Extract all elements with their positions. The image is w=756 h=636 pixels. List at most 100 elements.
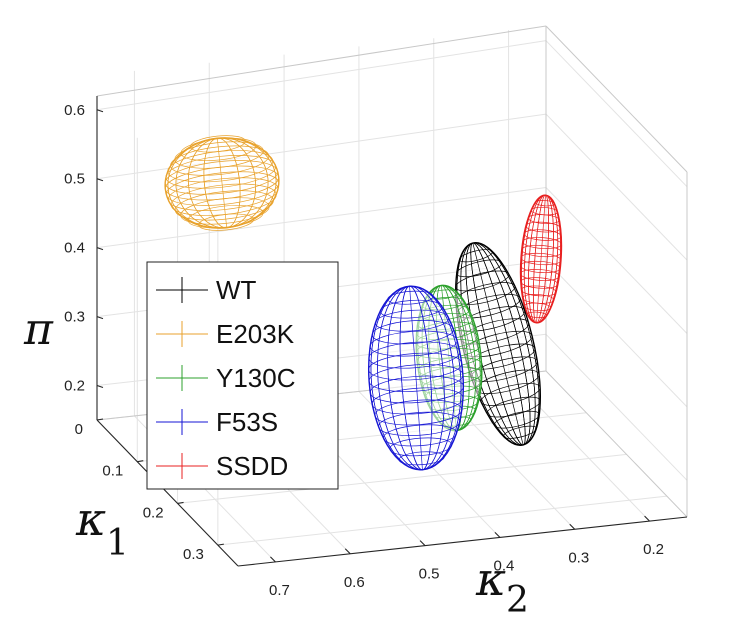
x-tick-mark (569, 523, 576, 530)
z-axis-label: π (23, 304, 54, 355)
legend: WT E203K Y130C F53S SSDD (146, 261, 339, 490)
y-tick-mark (96, 418, 104, 421)
wire-latitude (480, 383, 541, 406)
wire-latitude (523, 229, 562, 241)
tick-labels: 0.2 0.3 0.4 0.5 0.6 0 0.1 0.2 0.3 0.2 0.3 0.4 0.5 0.6… (64, 102, 664, 599)
ellipsoid-ssdd (519, 194, 563, 324)
y-tick-mark (217, 543, 224, 546)
wire-latitude (371, 387, 464, 415)
legend-label: SSDD (216, 451, 288, 481)
grid-line-y (217, 495, 667, 546)
ellipsoid-e203k (164, 135, 280, 231)
box-edge (545, 370, 688, 518)
x-tick-label: 0.7 (269, 582, 290, 599)
grid-line-z (96, 113, 547, 180)
legend-item-y130c: Y130C (156, 363, 296, 393)
wire-latitude (486, 396, 541, 418)
legend-item-f53s: F53S (156, 407, 278, 437)
wire-latitude (459, 249, 493, 263)
wire-latitude (379, 299, 443, 319)
legend-item-ssdd: SSDD (156, 451, 288, 481)
y-axis-line (96, 419, 239, 567)
wire-latitude (522, 237, 562, 249)
ellipsoid-f53s (367, 285, 465, 471)
z-axis-label-symbol: π (23, 304, 54, 355)
box-edge (545, 25, 688, 173)
wire-latitude (520, 252, 562, 266)
x-axis-label-symbol: κ (475, 552, 506, 606)
y-tick-label: 0.3 (183, 546, 204, 563)
z-tick-mark (96, 316, 104, 320)
y-tick-label: 0.2 (143, 504, 164, 521)
wire-latitude (520, 260, 561, 274)
wire-latitude (520, 277, 559, 289)
x-tick-mark (644, 515, 650, 522)
wire-latitude (525, 221, 561, 233)
ellipsoids (164, 135, 563, 471)
wire-latitude (456, 259, 502, 278)
x-tick-label: 0.4 (493, 557, 514, 574)
y-tick-mark (177, 501, 184, 504)
x-tick-label: 0.3 (568, 549, 589, 566)
wire-meridian (167, 137, 277, 229)
y-tick-mark (137, 460, 144, 463)
legend-box (146, 261, 339, 490)
wire-latitude (164, 160, 279, 195)
wire-latitude (167, 177, 279, 211)
y-axis-label: κ 1 (75, 492, 129, 564)
wire-latitude (368, 352, 463, 381)
grid-line-z (545, 260, 688, 408)
z-tick-mark (96, 178, 104, 182)
wire-latitude (375, 309, 449, 332)
grid-line-y (177, 453, 627, 504)
x-tick-mark (344, 548, 351, 555)
wire-latitude (527, 214, 560, 224)
z-tick-mark (96, 109, 104, 113)
grid-line-z (545, 187, 688, 334)
z-tick-mark (96, 385, 104, 389)
grid-line-z (545, 333, 688, 481)
x-axis-line (237, 516, 688, 567)
wire-latitude (378, 411, 461, 436)
x-tick-mark (419, 540, 426, 546)
wire-latitude (180, 137, 257, 161)
wire-latitude (521, 244, 562, 258)
y-axis-label-symbol: κ (75, 492, 106, 546)
wire-latitude (174, 190, 274, 221)
x-tick-mark (270, 556, 276, 563)
wire-meridian (521, 194, 561, 324)
grid-line-z (96, 40, 547, 111)
legend-label: F53S (216, 407, 278, 437)
wire-latitude (521, 285, 557, 297)
wire-latitude (368, 341, 461, 369)
y-axis-label-subscript: 1 (106, 523, 129, 564)
wire-latitude (524, 302, 552, 312)
wire-latitude (165, 155, 277, 189)
wire-latitude (187, 205, 264, 229)
legend-label: Y130C (216, 363, 296, 393)
wire-latitude (520, 269, 560, 281)
wire-latitude (180, 197, 270, 225)
legend-item-wt: WT (156, 275, 257, 305)
grid-line-z (545, 113, 688, 261)
x-axis-label: κ 2 (475, 552, 529, 621)
z-tick-label: 0.4 (64, 240, 85, 257)
box-edge (96, 25, 547, 97)
z-tick-label: 0.2 (64, 378, 85, 395)
wire-latitude (368, 364, 464, 392)
wire-latitude (455, 270, 510, 292)
z-tick-label: 0.3 (64, 309, 85, 326)
x-tick-mark (494, 532, 501, 538)
x-tick-label: 0.5 (419, 566, 440, 583)
x-axis-label-subscript: 2 (506, 580, 529, 621)
wire-latitude (369, 330, 458, 357)
axes (96, 25, 688, 567)
wire-latitude (387, 290, 434, 305)
legend-label: E203K (216, 319, 295, 349)
z-tick-label: 0.5 (64, 171, 85, 188)
wire-latitude (198, 213, 254, 231)
legend-label: WT (216, 275, 257, 305)
grid-line-z (545, 40, 688, 188)
wire-latitude (494, 410, 540, 429)
wire-latitude (167, 150, 274, 183)
